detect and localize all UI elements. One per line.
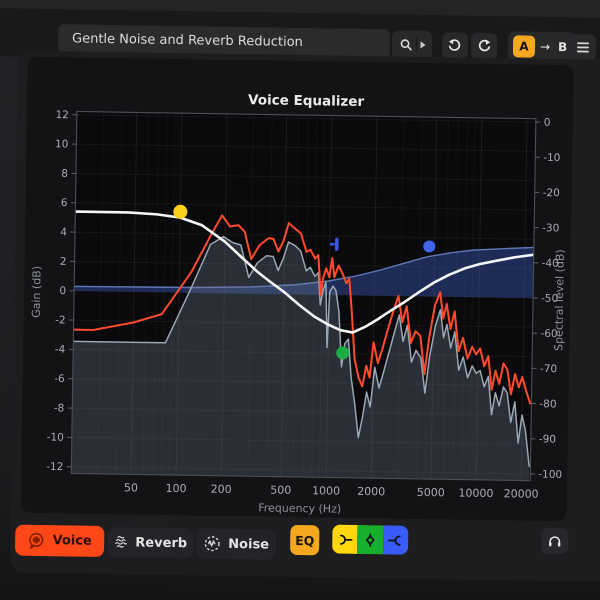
- series-spectrum_original: [71, 235, 530, 481]
- spectral-tick-label: -70: [540, 363, 557, 375]
- freq-tick-label: 5000: [417, 486, 445, 499]
- tab-reverb[interactable]: Reverb: [106, 527, 194, 559]
- gain-tick-label: -4: [55, 344, 66, 356]
- freq-tick-label: 20000: [504, 487, 539, 501]
- main-card: 12 10 8 6 4 2 0 -2 -4 -6 -8 -10 -12 0 -10 -20 -30 -40 -50 -…: [9, 50, 600, 583]
- gain-tick-label: 4: [60, 226, 67, 238]
- spectral-tick-label: -30: [542, 222, 559, 234]
- reverb-icon: [115, 536, 127, 548]
- gain-tick-label: -2: [55, 314, 66, 326]
- spectral-tick-label: -60: [540, 328, 557, 340]
- tab-voice-label: Voice: [52, 533, 92, 549]
- marker-low-handle[interactable]: [173, 204, 188, 219]
- freq-tick-label: 2000: [357, 485, 385, 498]
- chart-title: Voice Equalizer: [248, 92, 365, 110]
- gain-tick-label: -6: [54, 373, 65, 385]
- ab-state-a-button[interactable]: A: [512, 35, 536, 58]
- marker-high-handle[interactable]: [423, 240, 436, 253]
- expand-arrow-icon: [419, 41, 426, 49]
- bell-filter-button[interactable]: [357, 524, 384, 555]
- gain-tick-label: 8: [61, 168, 68, 180]
- high-cut-filter-button[interactable]: [382, 525, 409, 555]
- series-spectrum_processed: [72, 214, 532, 405]
- marker-mid-handle[interactable]: [336, 346, 350, 360]
- menu-button[interactable]: [569, 34, 597, 61]
- divider: [415, 36, 417, 53]
- series-eq_band: [73, 246, 535, 298]
- gain-tick-label: -12: [46, 461, 63, 473]
- spectral-tick-label: -20: [543, 187, 560, 199]
- search-icon: [400, 39, 412, 51]
- preset-title: Gentle Noise and Reverb Reduction: [71, 31, 303, 51]
- spectral-tick-label: -80: [539, 398, 556, 410]
- redo-icon: [478, 39, 491, 52]
- bell-filter-icon: [365, 532, 375, 547]
- low-cut-filter-button[interactable]: [332, 524, 358, 554]
- freq-tick-label: 500: [270, 484, 291, 497]
- x-axis-title: Frequency (Hz): [258, 501, 341, 515]
- marker-band-edge[interactable]: [329, 237, 339, 251]
- filter-type-group: [332, 524, 409, 555]
- gain-tick-label: -8: [54, 402, 65, 414]
- gain-tick-label: 0: [59, 285, 66, 297]
- left-axis-title: Gain (dB): [30, 266, 44, 318]
- freq-tick-label: 1000: [312, 484, 340, 497]
- spectral-tick-label: -90: [539, 433, 556, 445]
- menu-icon: [576, 42, 590, 53]
- noise-icon: [204, 536, 220, 552]
- gain-tick-label: 12: [55, 109, 69, 121]
- redo-button[interactable]: [470, 32, 498, 60]
- undo-icon: [448, 39, 461, 51]
- tab-noise-label: Noise: [228, 536, 270, 553]
- freq-tick-label: 100: [165, 482, 186, 495]
- spectral-tick-label: -50: [541, 293, 558, 305]
- spectral-tick-label: -40: [542, 257, 559, 269]
- plot-border: [70, 110, 537, 482]
- search-button[interactable]: [391, 30, 433, 60]
- plot-background: [71, 111, 536, 481]
- gain-tick-label: 10: [55, 138, 69, 150]
- gain-tick-label: 2: [60, 256, 67, 268]
- freq-tick-label: 50: [124, 481, 138, 494]
- series-response: [74, 210, 536, 334]
- monitor-headphones-button[interactable]: [541, 527, 569, 555]
- voice-icon: [29, 532, 44, 549]
- ab-state-b-button[interactable]: B: [557, 40, 568, 55]
- low-cut-filter-icon: [339, 534, 353, 545]
- tab-voice[interactable]: Voice: [14, 524, 105, 557]
- gain-tick-label: -10: [47, 432, 64, 444]
- gain-tick-label: 6: [61, 197, 68, 209]
- high-cut-filter-icon: [388, 535, 401, 546]
- eq-button[interactable]: EQ: [289, 524, 320, 556]
- tab-noise[interactable]: Noise: [195, 528, 277, 560]
- tab-reverb-label: Reverb: [135, 534, 188, 551]
- spectral-tick-label: 0: [544, 117, 551, 129]
- undo-button[interactable]: [441, 32, 469, 59]
- spectral-tick-label: -10: [543, 152, 560, 164]
- voice-equalizer-chart[interactable]: 12 10 8 6 4 2 0 -2 -4 -6 -8 -10 -12 0 -10 -20 -30 -40 -50 -…: [21, 57, 574, 522]
- headphones-icon: [549, 536, 561, 547]
- freq-tick-label: 200: [211, 483, 232, 496]
- chart-panel: 12 10 8 6 4 2 0 -2 -4 -6 -8 -10 -12 0 -10 -20 -30 -40 -50 -…: [20, 56, 574, 522]
- ab-arrow-icon: →: [539, 39, 551, 54]
- right-axis-title: Spectral level (dB): [552, 249, 567, 351]
- spectral-tick-label: -100: [538, 469, 562, 481]
- freq-tick-label: 10000: [458, 487, 493, 501]
